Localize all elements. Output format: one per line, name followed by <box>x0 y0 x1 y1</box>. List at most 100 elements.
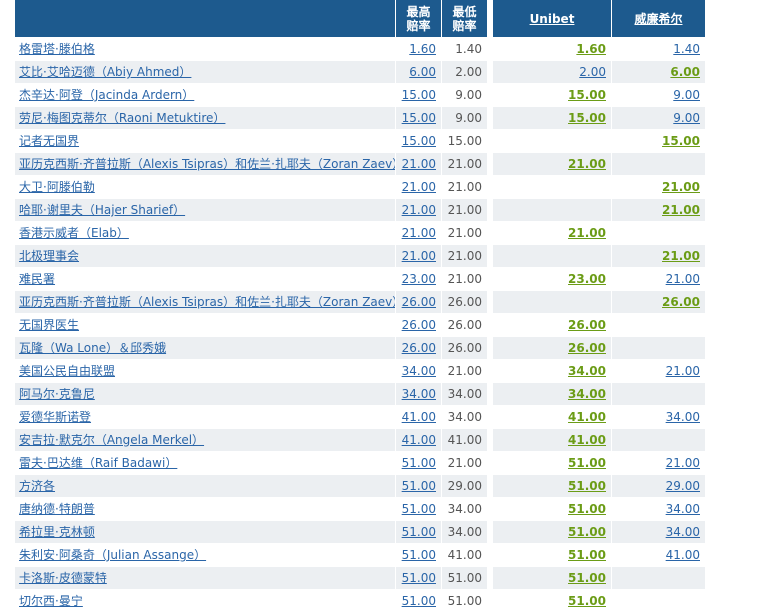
bookmaker-odds[interactable]: 51.00 <box>568 548 606 562</box>
nominee-link[interactable]: 亚历克西斯·齐普拉斯（Alexis Tsipras）和佐兰·扎耶夫（Zoran … <box>19 157 395 171</box>
table-cell: 唐纳德·特朗普 <box>15 498 395 520</box>
bookmaker-odds[interactable]: 21.00 <box>665 364 700 378</box>
bookmaker-odds[interactable]: 21.00 <box>568 226 606 240</box>
nominee-link[interactable]: 方济各 <box>19 479 56 493</box>
odds-high[interactable]: 1.60 <box>409 42 436 56</box>
nominee-link[interactable]: 瓦隆（Wa Lone）＆邱秀娥 <box>19 341 167 355</box>
odds-high[interactable]: 51.00 <box>401 525 436 539</box>
odds-high[interactable]: 41.00 <box>401 410 436 424</box>
bookmaker-odds[interactable]: 1.40 <box>673 42 700 56</box>
bookmaker-odds[interactable]: 51.00 <box>568 456 606 470</box>
nominee-link[interactable]: 格雷塔·滕伯格 <box>19 42 95 56</box>
bookmaker-odds[interactable]: 21.00 <box>665 272 700 286</box>
odds-high[interactable]: 51.00 <box>401 479 436 493</box>
bookmaker-odds[interactable]: 41.00 <box>665 548 700 562</box>
nominee-link[interactable]: 劳尼·梅图克蒂尔（Raoni Metuktire） <box>19 111 226 125</box>
bookmaker-odds[interactable]: 1.60 <box>576 42 606 56</box>
bookmaker-odds[interactable]: 23.00 <box>568 272 606 286</box>
odds-high[interactable]: 15.00 <box>401 111 436 125</box>
odds-high[interactable]: 21.00 <box>401 249 436 263</box>
nominee-link[interactable]: 朱利安·阿桑奇（Julian Assange） <box>19 548 207 562</box>
odds-high[interactable]: 21.00 <box>401 226 436 240</box>
bookmaker-odds[interactable]: 51.00 <box>568 502 606 516</box>
odds-high[interactable]: 51.00 <box>401 594 436 608</box>
odds-high[interactable]: 26.00 <box>401 318 436 332</box>
bookmaker-odds[interactable]: 15.00 <box>662 134 700 148</box>
odds-high[interactable]: 51.00 <box>401 571 436 585</box>
bookmaker-odds[interactable]: 51.00 <box>568 571 606 585</box>
table-cell: 26.00 <box>396 337 441 359</box>
bookmaker-odds[interactable]: 26.00 <box>662 295 700 309</box>
nominee-link[interactable]: 亚历克西斯·齐普拉斯（Alexis Tsipras）和佐兰·扎耶夫（Zoran … <box>19 295 395 309</box>
bookmaker-odds[interactable]: 34.00 <box>665 525 700 539</box>
nominee-link[interactable]: 难民署 <box>19 272 56 286</box>
bookmaker-odds[interactable]: 6.00 <box>670 65 700 79</box>
header-text[interactable]: Unibet <box>529 11 575 26</box>
nominee-link[interactable]: 北极理事会 <box>19 249 80 263</box>
table-cell: 15.00 <box>493 84 611 106</box>
nominee-link[interactable]: 记者无国界 <box>19 134 80 148</box>
nominee-link[interactable]: 切尔西·曼宁 <box>19 594 83 608</box>
bookmaker-odds[interactable]: 21.00 <box>662 203 700 217</box>
nominee-link[interactable]: 艾比·艾哈迈德（Abiy Ahmed） <box>19 65 192 79</box>
nominee-link[interactable]: 唐纳德·特朗普 <box>19 502 95 516</box>
nominee-link[interactable]: 美国公民自由联盟 <box>19 364 116 378</box>
bookmaker-odds[interactable]: 51.00 <box>568 479 606 493</box>
odds-high[interactable]: 6.00 <box>409 65 436 79</box>
odds-high[interactable]: 21.00 <box>401 180 436 194</box>
nominee-link[interactable]: 卡洛斯·皮德蒙特 <box>19 571 107 585</box>
bookmaker-odds[interactable]: 34.00 <box>665 502 700 516</box>
nominee-link[interactable]: 杰辛达·阿登（Jacinda Ardern） <box>19 88 195 102</box>
table-cell: 34.00 <box>612 406 705 428</box>
odds-high[interactable]: 15.00 <box>401 88 436 102</box>
table-cell <box>612 314 705 336</box>
bookmaker-odds[interactable]: 51.00 <box>568 525 606 539</box>
bookmaker-odds[interactable]: 15.00 <box>568 88 606 102</box>
odds-high[interactable]: 21.00 <box>401 203 436 217</box>
header-text: 最高 <box>406 4 431 19</box>
bookmaker-odds[interactable]: 15.00 <box>568 111 606 125</box>
nominee-link[interactable]: 香港示威者（Elab） <box>19 226 129 240</box>
nominee-link[interactable]: 大卫·阿滕伯勒 <box>19 180 95 194</box>
header-cell[interactable]: 威廉希尔 <box>612 0 705 37</box>
bookmaker-odds[interactable]: 21.00 <box>662 249 700 263</box>
nominee-link[interactable]: 安吉拉·默克尔（Angela Merkel） <box>19 433 205 447</box>
odds-high[interactable]: 23.00 <box>401 272 436 286</box>
odds-high[interactable]: 51.00 <box>401 456 436 470</box>
odds-high[interactable]: 34.00 <box>401 364 436 378</box>
nominee-link[interactable]: 无国界医生 <box>19 318 80 332</box>
odds-high[interactable]: 26.00 <box>401 341 436 355</box>
nominee-link[interactable]: 阿马尔·克鲁尼 <box>19 387 95 401</box>
odds-high[interactable]: 51.00 <box>401 548 436 562</box>
table-cell: 1.40 <box>442 38 487 60</box>
odds-high[interactable]: 51.00 <box>401 502 436 516</box>
table-cell: 51.00 <box>493 498 611 520</box>
odds-high[interactable]: 34.00 <box>401 387 436 401</box>
nominee-link[interactable]: 雷夫·巴达维（Raif Badawi） <box>19 456 178 470</box>
bookmaker-odds[interactable]: 21.00 <box>665 456 700 470</box>
nominee-link[interactable]: 爱德华斯诺登 <box>19 410 92 424</box>
bookmaker-odds[interactable]: 26.00 <box>568 318 606 332</box>
bookmaker-odds[interactable]: 41.00 <box>568 410 606 424</box>
nominee-link[interactable]: 哈耶·谢里夫（Hajer Sharief） <box>19 203 186 217</box>
bookmaker-odds[interactable]: 9.00 <box>673 88 700 102</box>
bookmaker-odds[interactable]: 26.00 <box>568 341 606 355</box>
bookmaker-odds[interactable]: 41.00 <box>568 433 606 447</box>
bookmaker-odds[interactable]: 34.00 <box>665 410 700 424</box>
odds-high[interactable]: 26.00 <box>401 295 436 309</box>
bookmaker-odds[interactable]: 34.00 <box>568 387 606 401</box>
bookmaker-odds[interactable]: 21.00 <box>568 157 606 171</box>
bookmaker-odds[interactable]: 9.00 <box>673 111 700 125</box>
header-text[interactable]: 威廉希尔 <box>634 11 683 26</box>
bookmaker-odds[interactable]: 51.00 <box>568 594 606 608</box>
header-cell[interactable]: Unibet <box>493 0 611 37</box>
bookmaker-odds[interactable]: 21.00 <box>662 180 700 194</box>
table-cell: 41.00 <box>612 544 705 566</box>
odds-high[interactable]: 21.00 <box>401 157 436 171</box>
bookmaker-odds[interactable]: 34.00 <box>568 364 606 378</box>
odds-high[interactable]: 41.00 <box>401 433 436 447</box>
odds-high[interactable]: 15.00 <box>401 134 436 148</box>
bookmaker-odds[interactable]: 2.00 <box>579 65 606 79</box>
nominee-link[interactable]: 希拉里·克林顿 <box>19 525 95 539</box>
bookmaker-odds[interactable]: 29.00 <box>665 479 700 493</box>
